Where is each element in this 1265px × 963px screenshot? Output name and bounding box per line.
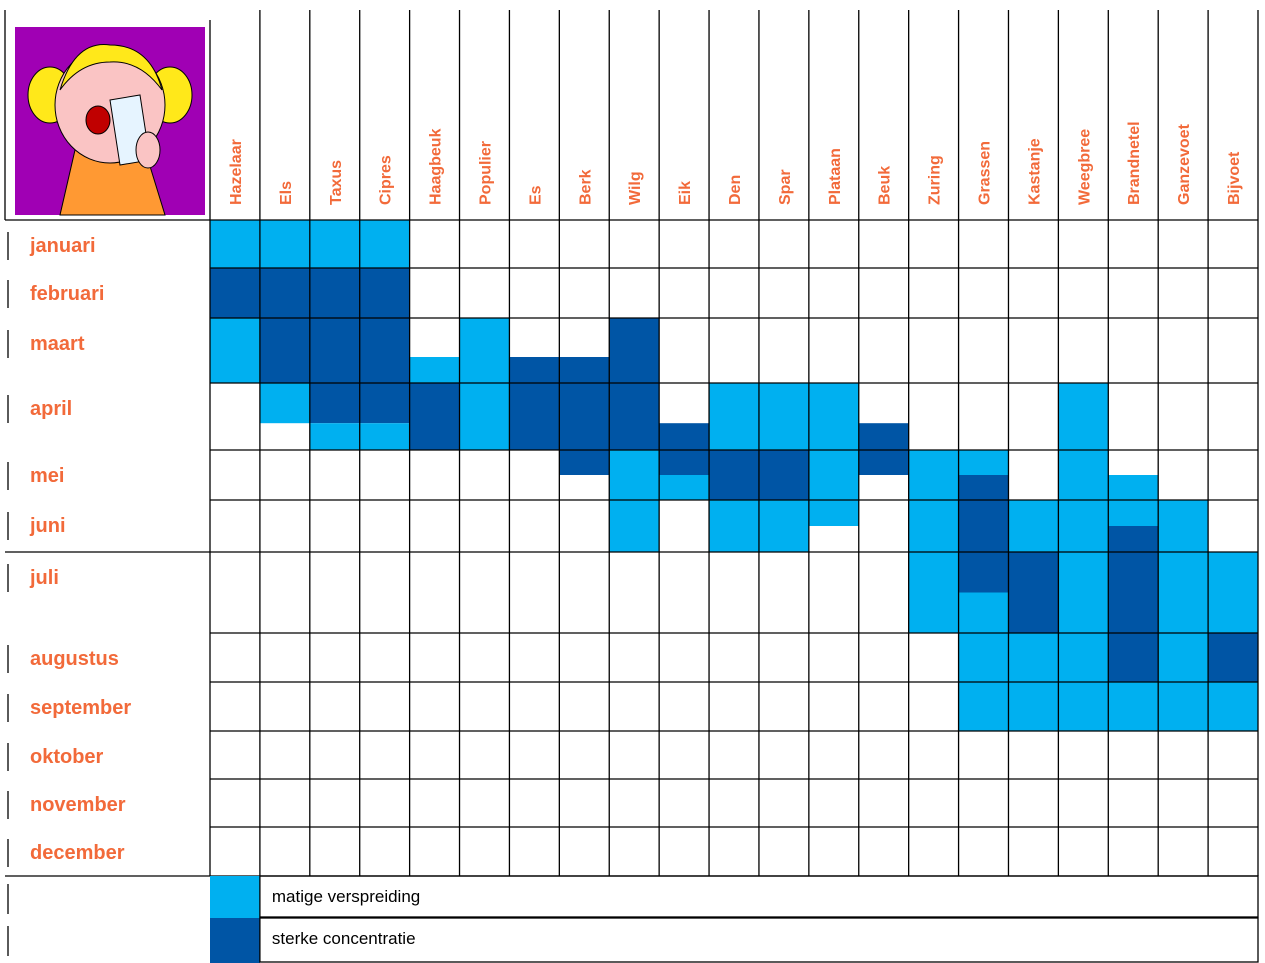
legend-label: sterke concentratie xyxy=(272,929,416,948)
pollen-period xyxy=(359,423,410,450)
plant-name: Spar xyxy=(777,169,794,205)
pollen-period xyxy=(359,220,410,268)
month-label: maart xyxy=(30,333,85,355)
plant-name: Wilg xyxy=(627,171,644,205)
plant-name: Beuk xyxy=(877,166,894,205)
month-label: september xyxy=(30,697,131,719)
pollen-period xyxy=(1208,552,1258,633)
plant-name: Els xyxy=(278,181,295,205)
pollen-period xyxy=(709,450,759,500)
pollen-period xyxy=(1208,633,1258,682)
pollen-period xyxy=(210,318,260,383)
pollen-period xyxy=(309,423,360,450)
pollen-period xyxy=(758,450,809,500)
month-label: december xyxy=(30,842,125,864)
pollen-period xyxy=(858,423,909,475)
plant-name: Ganzevoet xyxy=(1176,123,1193,205)
pollen-period xyxy=(1158,500,1209,731)
month-label: augustus xyxy=(30,648,119,670)
pollen-period xyxy=(409,357,460,383)
plant-name: Berk xyxy=(577,169,594,205)
pollen-period xyxy=(359,268,410,424)
pollen-period xyxy=(958,592,1009,731)
pollen-period xyxy=(1108,682,1159,731)
plant-name: Bijvoet xyxy=(1226,151,1243,205)
month-label: november xyxy=(30,794,126,816)
plant-name: Zuring xyxy=(927,155,944,205)
pollen-period xyxy=(210,220,260,268)
legend-box xyxy=(259,917,1259,963)
month-label: mei xyxy=(30,465,64,487)
plant-name: Eik xyxy=(677,181,694,205)
pollen-period xyxy=(709,383,759,450)
month-label: oktober xyxy=(30,746,104,768)
sneezing-girl-icon xyxy=(15,27,205,216)
pollen-period xyxy=(210,268,260,318)
pollen-period xyxy=(259,220,310,268)
pollen-period xyxy=(259,383,310,424)
pollen-period xyxy=(609,318,660,450)
legend-label: matige verspreiding xyxy=(272,887,420,906)
plant-name: Plataan xyxy=(827,148,844,205)
pollen-period xyxy=(559,357,610,475)
plant-name: Weegbree xyxy=(1076,129,1093,205)
pollen-period xyxy=(309,220,360,268)
pollen-period xyxy=(609,450,660,552)
pollen-period xyxy=(709,500,759,552)
month-label: juli xyxy=(29,567,59,589)
legend-box xyxy=(259,875,1259,918)
month-label: juni xyxy=(29,515,66,537)
plant-name: Brandnetel xyxy=(1126,121,1143,205)
plant-name: Kastanje xyxy=(1026,138,1043,205)
plant-name: Haagbeuk xyxy=(428,128,445,205)
pollen-period xyxy=(1108,526,1159,682)
legend-swatch xyxy=(210,876,260,918)
plant-name: Den xyxy=(727,175,744,205)
pollen-period xyxy=(958,450,1009,475)
plant-name: Taxus xyxy=(328,160,345,205)
legend-swatch xyxy=(210,918,260,963)
month-label: april xyxy=(30,398,72,420)
pollen-period xyxy=(808,383,859,526)
month-label: februari xyxy=(30,283,104,305)
month-label: januari xyxy=(29,235,96,257)
pollen-period xyxy=(259,268,310,383)
plant-name: Populier xyxy=(477,141,494,205)
pollen-period xyxy=(1208,682,1258,731)
pollen-period xyxy=(309,268,360,424)
plant-name: Cipres xyxy=(378,155,395,205)
plant-name: Es xyxy=(527,185,544,205)
pollen-period xyxy=(1058,383,1109,731)
pollen-period xyxy=(1008,552,1059,633)
plant-name: Grassen xyxy=(977,141,994,205)
pollen-period xyxy=(659,423,710,475)
pollen-period xyxy=(509,357,560,450)
pollen-period xyxy=(758,500,809,552)
pollen-period xyxy=(409,383,460,450)
pollen-period xyxy=(1008,500,1059,552)
pollen-period xyxy=(459,318,510,450)
pollen-period xyxy=(958,475,1009,593)
plant-name: Hazelaar xyxy=(228,139,245,205)
pollen-period xyxy=(659,475,710,500)
pollen-period xyxy=(758,383,809,450)
pollen-period xyxy=(908,450,959,633)
